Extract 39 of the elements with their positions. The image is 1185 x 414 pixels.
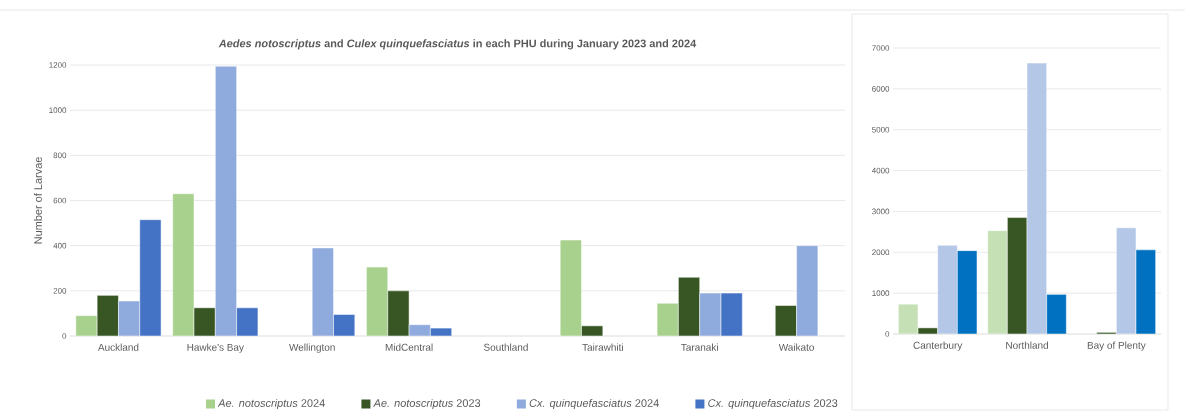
x-tick-label: Auckland xyxy=(97,343,139,351)
bar xyxy=(193,307,216,336)
x-tick-label: Waikato xyxy=(778,343,814,351)
bar xyxy=(678,277,700,336)
bar xyxy=(1007,217,1028,334)
x-tick-label: Bay of Plenty xyxy=(1087,341,1146,351)
legend-label: Ae. notoscriptus 2023 xyxy=(373,398,481,410)
chart-title: Aedes notoscriptus and Culex quinquefasciatus in each PHU during January 2023 and 2024 xyxy=(218,39,697,50)
bar xyxy=(1046,294,1067,334)
bar xyxy=(987,230,1008,334)
bar xyxy=(139,219,162,336)
bar xyxy=(311,247,334,336)
x-tick-label: Canterbury xyxy=(913,341,963,351)
bar xyxy=(937,245,958,334)
x-tick-label: Hawke's Bay xyxy=(187,343,244,353)
legend-label: Cx. quinquefasciatus 2024 xyxy=(529,398,659,410)
bar xyxy=(1116,227,1137,334)
bar xyxy=(699,292,722,336)
bar xyxy=(215,65,237,336)
x-tick-label: Taranaki xyxy=(681,343,718,351)
y-axis-title: Number of Larvae xyxy=(33,157,42,244)
bar xyxy=(387,290,410,336)
bar xyxy=(720,292,743,336)
bar xyxy=(172,193,195,336)
x-tick-label: Tairawhiti xyxy=(582,343,623,351)
x-tick-label: Northland xyxy=(1006,341,1048,349)
bar xyxy=(366,266,389,336)
bar xyxy=(796,245,819,336)
bar xyxy=(1026,62,1047,334)
bar xyxy=(559,239,582,336)
bar xyxy=(96,295,119,336)
x-tick-label: Wellington xyxy=(289,343,335,353)
bar xyxy=(1135,249,1156,334)
x-tick-label: MidCentral xyxy=(385,343,433,351)
bar xyxy=(957,250,977,334)
bar xyxy=(236,307,259,336)
legend-label: Ae. notoscriptus 2024 xyxy=(217,398,325,410)
x-tick-label: Southland xyxy=(483,343,528,351)
legend-label: Cx. quinquefasciatus 2023 xyxy=(708,398,838,410)
